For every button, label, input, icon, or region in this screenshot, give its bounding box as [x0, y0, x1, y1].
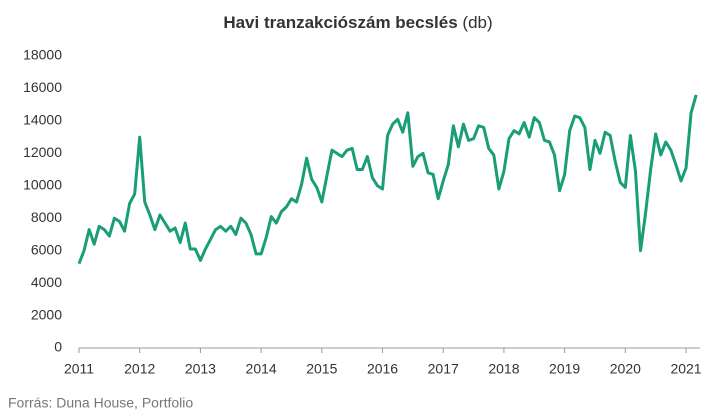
y-tick-label: 4000	[31, 274, 62, 290]
x-tick-label: 2021	[670, 361, 701, 377]
y-tick-label: 18000	[23, 47, 62, 63]
chart-unit: (db)	[462, 13, 492, 32]
x-tick-label: 2011	[64, 361, 94, 377]
y-tick-label: 8000	[31, 209, 62, 225]
line	[77, 94, 698, 265]
x-tick-label: 2020	[610, 361, 641, 377]
y-tick-label: 16000	[23, 79, 62, 95]
chart-title-group: Havi tranzakciószám becslés (db)	[223, 13, 492, 32]
x-tick-label: 2019	[549, 361, 580, 377]
y-tick-label: 0	[54, 339, 62, 355]
source: Forrás: Duna House, Portfolio	[8, 395, 193, 411]
x-tick-label: 2018	[488, 361, 519, 377]
x-tick-label: 2017	[428, 361, 459, 377]
y-tick-label: 14000	[23, 112, 62, 128]
y-tick-label: 10000	[23, 176, 62, 192]
chart-title: Havi tranzakciószám becslés	[223, 13, 457, 32]
x-tick-label: 2014	[246, 361, 277, 377]
y-tick-label: 2000	[31, 306, 62, 322]
x-tick-label: 2015	[306, 361, 337, 377]
x-tick-label: 2012	[124, 361, 155, 377]
x-tick-label: 2016	[367, 361, 398, 377]
x-tick-label: 2013	[185, 361, 216, 377]
y-tick-label: 6000	[31, 241, 62, 257]
y-tick-label: 12000	[23, 144, 62, 160]
